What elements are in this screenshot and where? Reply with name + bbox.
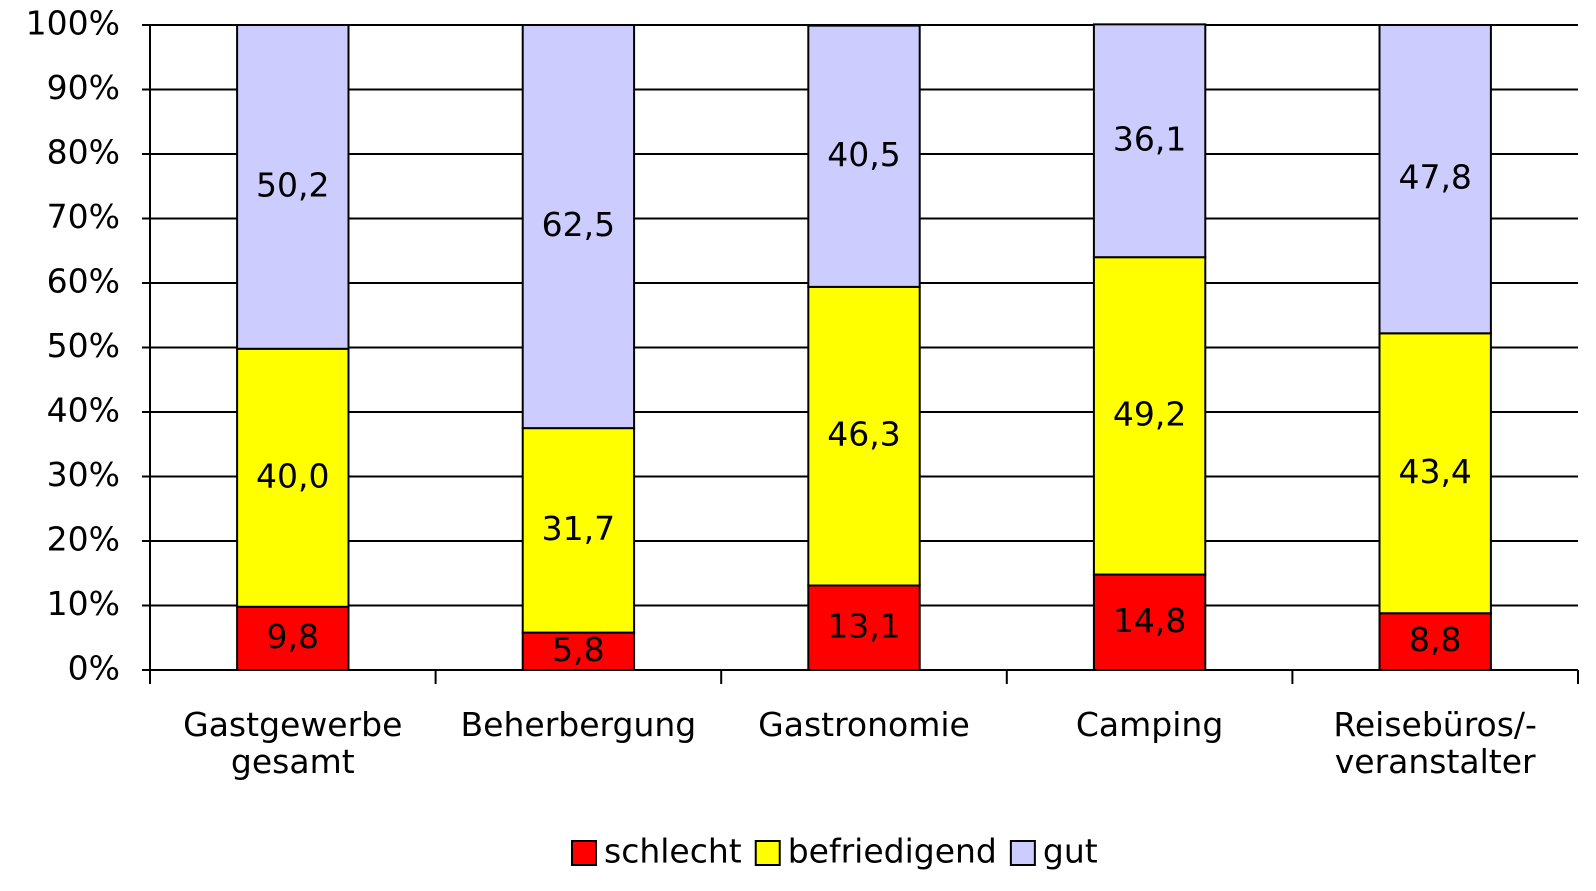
bar-segment [521, 427, 636, 634]
bar-segment [521, 24, 636, 430]
x-tick-label: Reisebüros/- veranstalter [1333, 705, 1537, 781]
bar-segment [1092, 23, 1207, 259]
data-label: 46,3 [827, 415, 900, 454]
y-tick-label: 50% [47, 326, 120, 365]
x-tick-label: Gastronomie [758, 705, 970, 744]
data-label: 40,5 [827, 135, 900, 174]
bar-segment [1378, 612, 1492, 671]
data-label: 43,4 [1398, 452, 1471, 491]
y-tick-label: 10% [47, 584, 120, 623]
data-label: 40,0 [256, 456, 329, 495]
bar-segment [236, 347, 350, 608]
data-label: 31,7 [542, 509, 615, 548]
legend-label: befriedigend [788, 832, 997, 871]
y-tick-label: 0% [68, 649, 120, 688]
legend-swatch [1009, 840, 1036, 866]
data-label: 62,5 [542, 205, 615, 244]
data-label: 14,8 [1113, 601, 1186, 640]
legend-label: gut [1043, 832, 1098, 871]
bar-segment [236, 24, 350, 350]
bar-segment [1092, 256, 1207, 576]
legend-swatch [571, 840, 597, 866]
legend-swatch [754, 840, 781, 866]
x-tick-label: Gastgewerbe gesamt [183, 705, 403, 781]
bar-segment [236, 605, 350, 671]
y-tick-label: 70% [47, 197, 120, 236]
bar-segment [1378, 24, 1492, 335]
bar-segment [807, 285, 921, 587]
bar-segment [1092, 573, 1207, 671]
data-label: 5,8 [552, 630, 604, 669]
data-label: 8,8 [1409, 620, 1461, 659]
data-label: 47,8 [1398, 158, 1471, 197]
y-tick-label: 100% [26, 4, 120, 43]
bar-segment [807, 24, 921, 288]
y-tick-label: 40% [47, 391, 120, 430]
bar-segment [1378, 332, 1492, 615]
y-tick-label: 60% [47, 262, 120, 301]
data-label: 36,1 [1113, 119, 1186, 158]
y-tick-label: 30% [47, 455, 120, 494]
y-tick-label: 90% [47, 68, 120, 107]
x-tick-label: Camping [1075, 705, 1224, 744]
data-label: 50,2 [256, 165, 329, 204]
legend-label: schlecht [604, 832, 742, 871]
x-tick-label: Beherbergung [460, 705, 697, 744]
data-label: 9,8 [267, 617, 319, 656]
y-tick-label: 80% [47, 133, 120, 172]
data-label: 13,1 [827, 606, 900, 645]
y-tick-label: 20% [47, 520, 120, 559]
data-label: 49,2 [1113, 394, 1186, 433]
